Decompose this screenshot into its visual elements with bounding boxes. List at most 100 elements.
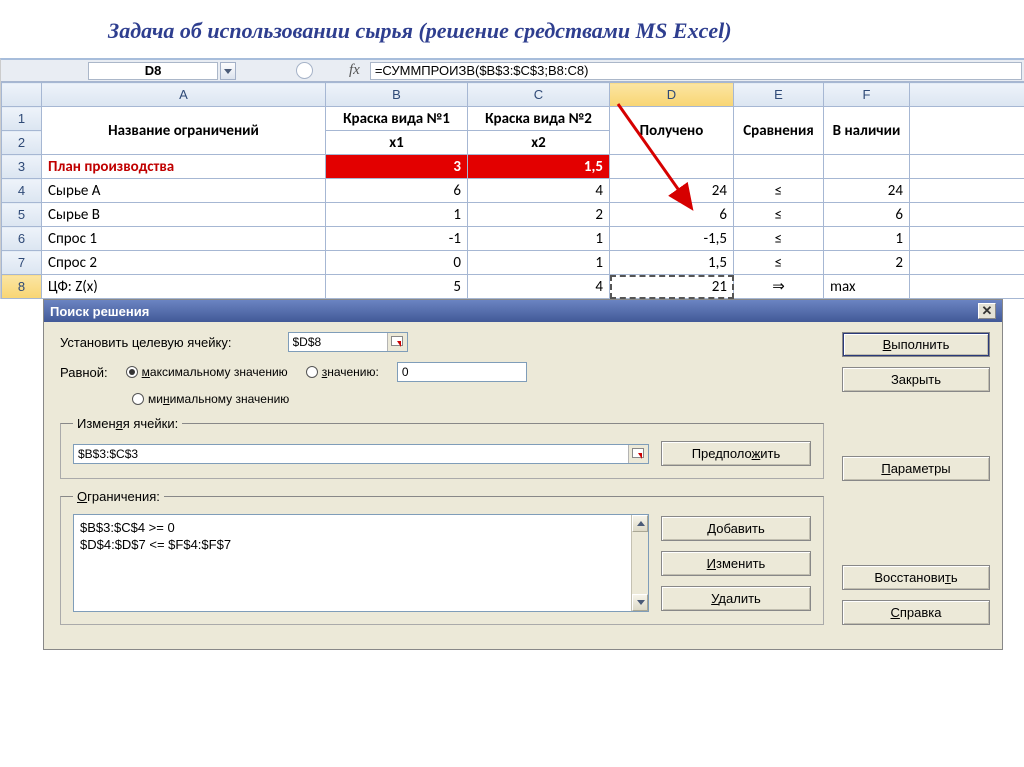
col-header-blank[interactable] [910, 83, 1024, 107]
cell-b8[interactable]: 5 [326, 275, 467, 298]
cell-a7[interactable]: Спрос 2 [42, 251, 325, 274]
cell-d5[interactable]: 6 [610, 203, 733, 226]
cell-c7[interactable]: 1 [468, 251, 609, 274]
row-header-5[interactable]: 5 [2, 203, 42, 227]
changing-cells-input[interactable] [73, 444, 649, 464]
scroll-up-icon[interactable] [632, 515, 648, 532]
spreadsheet-grid: A B C D E F 1Название ограниченийКраска … [1, 82, 1024, 299]
col-header-e[interactable]: E [734, 83, 824, 107]
cell-f1[interactable]: В наличии [824, 107, 909, 154]
cell-a5[interactable]: Сырье В [42, 203, 325, 226]
target-cell-field[interactable] [289, 335, 387, 349]
cell-c4[interactable]: 4 [468, 179, 609, 202]
select-all-corner[interactable] [2, 83, 42, 107]
cell-b6[interactable]: -1 [326, 227, 467, 250]
cell-a6[interactable]: Спрос 1 [42, 227, 325, 250]
constraints-legend: Ограничения: [73, 489, 164, 504]
cell-f6[interactable]: 1 [824, 227, 909, 250]
row-header-3[interactable]: 3 [2, 155, 42, 179]
cell-d7[interactable]: 1,5 [610, 251, 733, 274]
scroll-down-icon[interactable] [632, 594, 648, 611]
cell-e6[interactable]: ≤ [734, 227, 823, 250]
cell-c6[interactable]: 1 [468, 227, 609, 250]
change-constraint-button[interactable]: Изменить [661, 551, 811, 576]
cell-a3[interactable]: План производства [42, 155, 325, 178]
col-header-c[interactable]: C [468, 83, 610, 107]
cell-b4[interactable]: 6 [326, 179, 467, 202]
radio-min[interactable]: минимальному значению [132, 392, 289, 406]
changing-cells-field[interactable] [74, 447, 628, 461]
cell-d6[interactable]: -1,5 [610, 227, 733, 250]
cell-b2[interactable]: x1 [326, 131, 467, 154]
row-header-7[interactable]: 7 [2, 251, 42, 275]
cell-f4[interactable]: 24 [824, 179, 909, 202]
cell-a1[interactable]: Название ограничений [42, 107, 325, 154]
name-box-dropdown-icon[interactable] [220, 62, 236, 80]
cell-a8[interactable]: ЦФ: Z(x) [42, 275, 325, 298]
constraints-listbox[interactable]: $B$3:$C$4 >= 0 $D$4:$D$7 <= $F$4:$F$7 [73, 514, 649, 612]
refedit-picker-icon[interactable] [387, 333, 407, 351]
solve-button[interactable]: Выполнить [842, 332, 990, 357]
cancel-formula-icon[interactable] [296, 62, 313, 79]
slide-title: Задача об использовании сырья (решение с… [0, 0, 1024, 58]
radio-max[interactable]: максимальному значению [126, 365, 288, 379]
cell-d8[interactable]: 21 [610, 275, 733, 298]
cell-a4[interactable]: Сырье А [42, 179, 325, 202]
cell-f7[interactable]: 2 [824, 251, 909, 274]
cell-e4[interactable]: ≤ [734, 179, 823, 202]
changing-cells-group: Изменяя ячейки: Предположить [60, 416, 824, 479]
name-box[interactable]: D8 [88, 62, 218, 80]
cell-b1[interactable]: Краска вида №1 [326, 107, 467, 130]
cell-e7[interactable]: ≤ [734, 251, 823, 274]
cell-d3[interactable] [610, 155, 733, 178]
cell-f8[interactable]: max [824, 275, 909, 298]
scroll-track[interactable] [632, 532, 648, 594]
close-button[interactable]: Закрыть [842, 367, 990, 392]
cell-e3[interactable] [734, 155, 823, 178]
row-header-4[interactable]: 4 [2, 179, 42, 203]
cell-b3[interactable]: 3 [326, 155, 467, 178]
cell-d4[interactable]: 24 [610, 179, 733, 202]
target-cell-input[interactable] [288, 332, 408, 352]
cell-f5[interactable]: 6 [824, 203, 909, 226]
formula-bar: D8 fx =СУММПРОИЗВ($B$3:$C$3;B8:C8) [1, 60, 1024, 82]
add-constraint-button[interactable]: Добавить [661, 516, 811, 541]
scrollbar[interactable] [631, 515, 648, 611]
row-header-6[interactable]: 6 [2, 227, 42, 251]
cell-c8[interactable]: 4 [468, 275, 609, 298]
cell-c5[interactable]: 2 [468, 203, 609, 226]
options-button[interactable]: Параметры [842, 456, 990, 481]
cell-c1[interactable]: Краска вида №2 [468, 107, 609, 130]
cell-c3[interactable]: 1,5 [468, 155, 609, 178]
help-button[interactable]: Справка [842, 600, 990, 625]
col-header-b[interactable]: B [326, 83, 468, 107]
radio-icon [306, 366, 318, 378]
reset-button[interactable]: Восстановить [842, 565, 990, 590]
solver-title-text: Поиск решения [50, 304, 149, 319]
cell-e1[interactable]: Сравнения [734, 107, 823, 154]
cell-b5[interactable]: 1 [326, 203, 467, 226]
solver-titlebar[interactable]: Поиск решения ✕ [44, 300, 1002, 322]
delete-constraint-button[interactable]: Удалить [661, 586, 811, 611]
col-header-f[interactable]: F [824, 83, 910, 107]
cell-c2[interactable]: x2 [468, 131, 609, 154]
col-header-d[interactable]: D [610, 83, 734, 107]
cell-f3[interactable] [824, 155, 909, 178]
row-header-8[interactable]: 8 [2, 275, 42, 299]
solver-dialog: Поиск решения ✕ Установить целевую ячейк… [43, 299, 1003, 650]
radio-value[interactable]: значению: [306, 365, 379, 379]
value-input[interactable] [397, 362, 527, 382]
changing-cells-legend: Изменяя ячейки: [73, 416, 182, 431]
refedit-picker-icon[interactable] [628, 445, 648, 463]
row-header-1[interactable]: 1 [2, 107, 42, 131]
cell-b7[interactable]: 0 [326, 251, 467, 274]
guess-button[interactable]: Предположить [661, 441, 811, 466]
cell-e5[interactable]: ≤ [734, 203, 823, 226]
col-header-a[interactable]: A [42, 83, 326, 107]
row-header-2[interactable]: 2 [2, 131, 42, 155]
fx-icon[interactable]: fx [349, 62, 360, 79]
cell-d1[interactable]: Получено [610, 107, 733, 154]
cell-e8[interactable]: ⇒ [734, 275, 823, 298]
formula-input[interactable]: =СУММПРОИЗВ($B$3:$C$3;B8:C8) [370, 62, 1022, 80]
close-icon[interactable]: ✕ [978, 303, 996, 319]
